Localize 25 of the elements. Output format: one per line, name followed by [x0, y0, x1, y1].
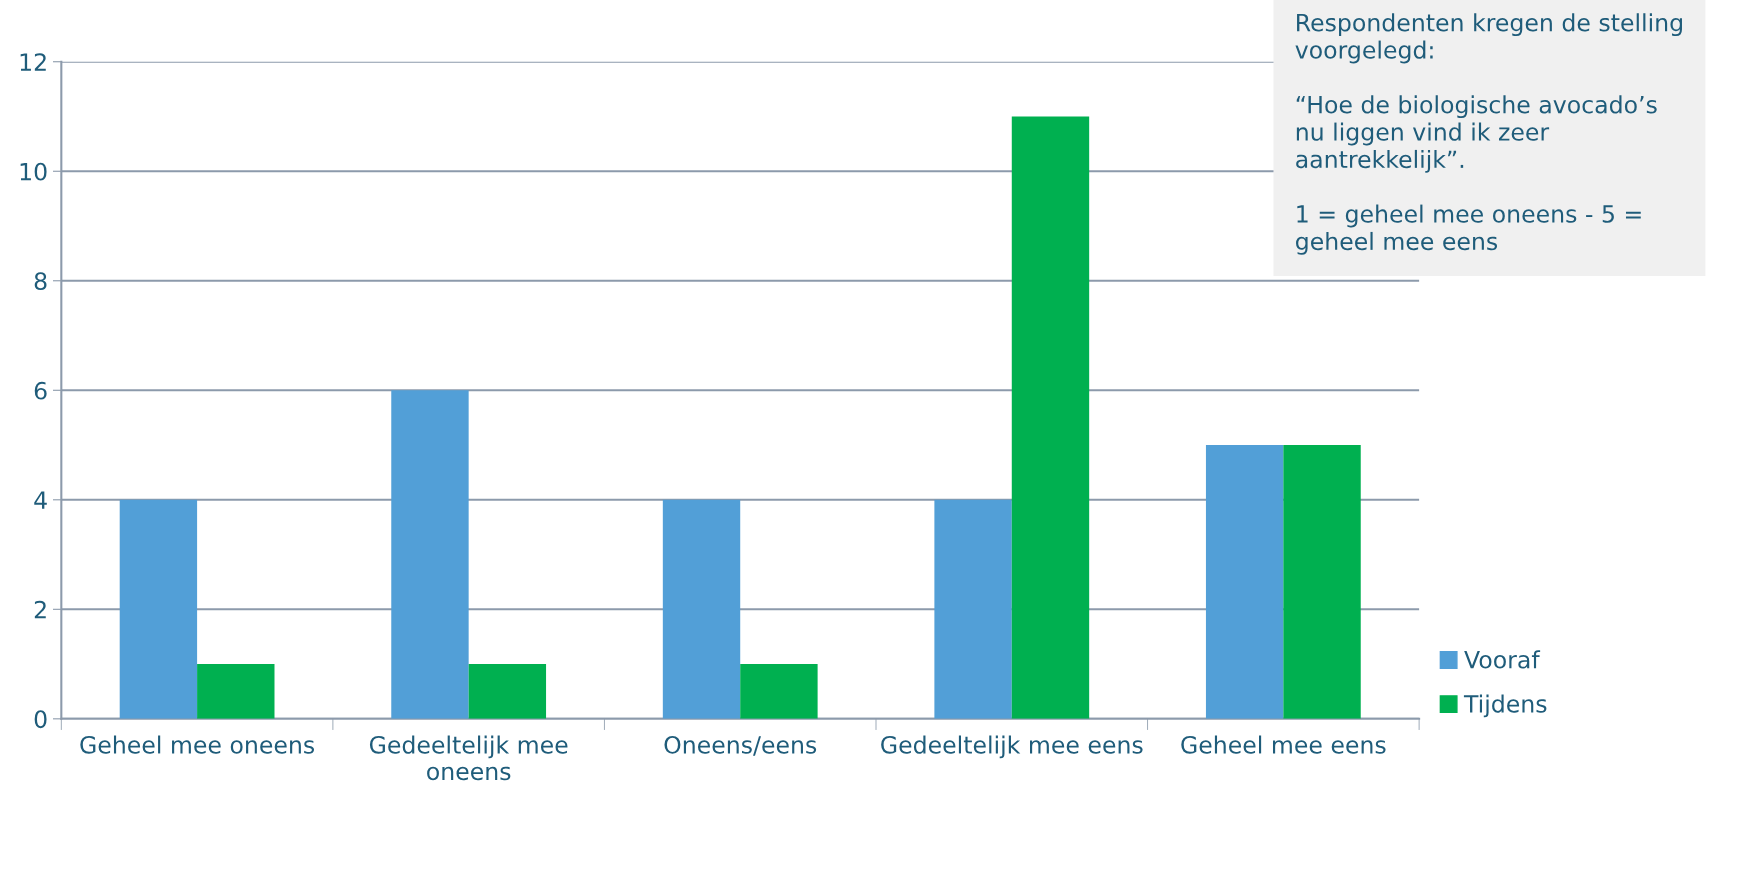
- bar: [468, 664, 547, 719]
- bar: [119, 499, 198, 719]
- bar: [662, 499, 741, 719]
- x-tick-label: Gedeeltelijk mee eens: [881, 735, 1143, 759]
- x-tick-label: Oneens/eens: [664, 735, 817, 756]
- bar: [197, 664, 275, 719]
- y-tick-label: 8: [34, 272, 47, 291]
- y-tick-label: 12: [20, 53, 46, 71]
- bar: [740, 664, 818, 719]
- bar: [1205, 445, 1284, 719]
- x-tick-label: Geheel mee eens: [1181, 735, 1386, 754]
- text: Respondenten kregen de stelling voorgelegd: “Hoe de biologische avocado’s nu liggen vind ik zeer aantrekkelijk”. 1 = geheel mee oneens - 5 = geheel mee eens: [1295, 13, 1682, 255]
- bar: [1011, 116, 1090, 719]
- bar: [934, 499, 1012, 719]
- legend-label: Vooraf: [1464, 650, 1541, 669]
- y-tick-label: 0: [34, 710, 47, 729]
- y-tick-label: 4: [34, 491, 47, 509]
- y-tick-label: 6: [34, 381, 47, 400]
- y-tick-label: 10: [20, 162, 47, 181]
- x-tick-label: Geheel mee oneens: [80, 735, 315, 754]
- bar: [1283, 445, 1361, 719]
- y-tick-label: 2: [34, 600, 46, 619]
- bar: [391, 390, 469, 719]
- x-tick-label: Gedeeltelijk mee oneens: [369, 735, 568, 781]
- legend-label: Tijdens: [1463, 694, 1547, 718]
